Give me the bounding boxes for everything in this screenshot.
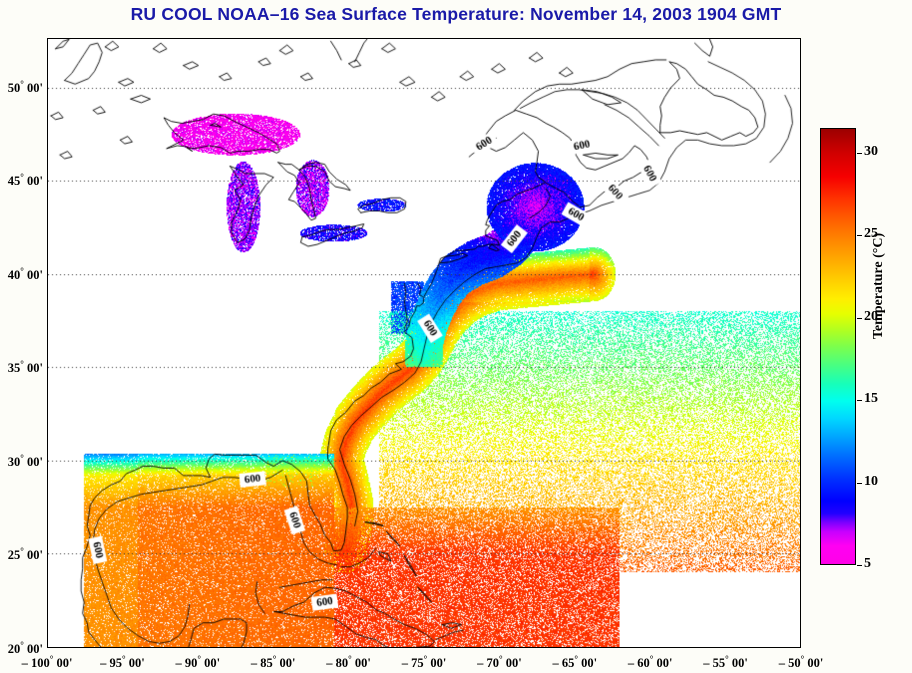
longitude-tick-label: – 55° 00' [703, 654, 748, 670]
longitude-tick-label: – 85° 00' [250, 654, 296, 670]
latitude-tick-label: 45° 00' [7, 172, 43, 189]
longitude-tick-label: – 75° 00' [401, 654, 447, 670]
colorbar-tick-label: 25 [864, 226, 878, 242]
colorbar-tick-label: 20 [864, 308, 878, 324]
colorbar-tick [857, 317, 862, 319]
latitude-tick-label: 35° 00' [7, 359, 43, 376]
colorbar-tick-label: 5 [864, 556, 871, 571]
longitude-tick-label: – 70° 00' [477, 654, 522, 670]
latitude-tick-label: 30° 00' [7, 452, 43, 469]
longitude-tick-label: – 50° 00' [778, 654, 824, 670]
longitude-tick-label: – 95° 00' [100, 654, 145, 670]
longitude-tick-label: – 60° 00' [627, 654, 673, 670]
latitude-tick-label: 40° 00' [7, 265, 43, 282]
latitude-tick-label: 25° 00' [7, 546, 43, 563]
latitude-tick-label: 50° 00' [7, 78, 43, 95]
colorbar-tick-label: 10 [864, 473, 878, 489]
latitude-tick-label: 20° 00' [7, 640, 43, 656]
page-title: RU COOL NOAA–16 Sea Surface Temperature:… [130, 4, 782, 24]
colorbar-tick [857, 152, 862, 154]
colorbar-tick [857, 400, 862, 402]
longitude-tick-label: – 90° 00' [175, 654, 221, 670]
longitude-tick-label: – 80° 00' [326, 654, 371, 670]
colorbar-axis-title: Temperature (°C) [871, 232, 886, 340]
colorbar-tick [857, 482, 862, 484]
colorbar-tick-label: 15 [864, 391, 878, 407]
longitude-tick-label: – 65° 00' [552, 654, 598, 670]
longitude-tick-label: – 100° 00' [21, 654, 73, 670]
colorbar-tick-label: 30 [864, 143, 878, 159]
colorbar-tick [857, 565, 862, 566]
colorbar-tick [857, 235, 862, 237]
sst-map-image [48, 39, 800, 647]
map-plot-frame [47, 38, 801, 648]
temperature-colorbar [820, 128, 856, 565]
